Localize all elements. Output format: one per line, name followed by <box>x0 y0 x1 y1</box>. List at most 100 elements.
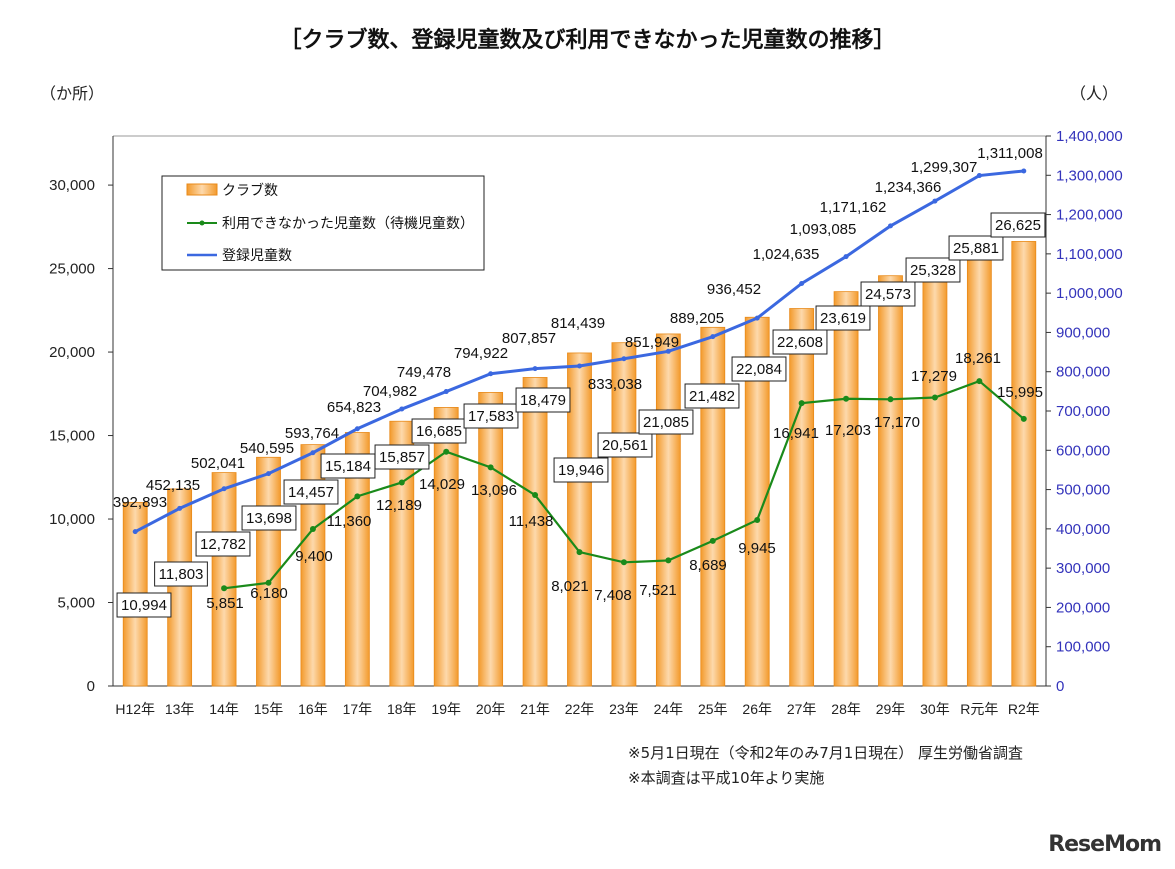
point-waiting-children <box>398 479 405 486</box>
bar-data-label: 12,782 <box>200 536 246 553</box>
registered-data-label: 1,311,008 <box>977 145 1043 162</box>
waiting-data-label: 15,995 <box>997 384 1043 401</box>
bar-label-box <box>116 592 172 618</box>
left-tick-label: 5,000 <box>57 595 95 612</box>
right-tick-label: 700,000 <box>1056 403 1110 420</box>
bar-data-label: 15,857 <box>379 449 425 466</box>
right-tick-label: 100,000 <box>1056 639 1110 656</box>
footnote-2: ※本調査は平成10年より実施 <box>628 769 825 787</box>
registered-data-label: 749,478 <box>397 364 451 381</box>
right-axis-unit: （人） <box>1070 84 1119 103</box>
right-tick-label: 0 <box>1056 678 1064 695</box>
bar-label-box <box>948 235 1004 261</box>
bar-label-box <box>411 418 467 444</box>
registered-data-label: 851,949 <box>625 334 679 351</box>
waiting-data-label: 9,400 <box>295 548 333 565</box>
bar-club <box>789 308 815 687</box>
point-registered-children <box>221 486 227 492</box>
bar-club <box>655 333 681 687</box>
bar-club <box>922 262 948 687</box>
bar-label-box <box>772 329 828 355</box>
registered-data-label: 704,982 <box>363 383 417 400</box>
right-tick-label: 400,000 <box>1056 521 1110 538</box>
x-tick-label: H12年 <box>115 701 155 717</box>
bar-data-label: 19,946 <box>558 462 604 479</box>
left-tick-label: 15,000 <box>49 428 95 445</box>
point-registered-children <box>132 529 138 535</box>
bar-club <box>878 275 903 687</box>
waiting-data-label: 13,096 <box>471 482 517 499</box>
x-tick-label: 27年 <box>787 701 817 717</box>
point-registered-children <box>177 505 183 511</box>
waiting-data-label: 18,261 <box>955 350 1001 367</box>
bar-club <box>611 342 637 687</box>
registered-data-label: 502,041 <box>191 455 245 472</box>
x-tick-label: 30年 <box>920 701 950 717</box>
registered-data-label: 593,764 <box>285 425 339 442</box>
left-tick-label: 30,000 <box>49 177 95 194</box>
bar-club <box>966 253 992 687</box>
waiting-data-label: 17,279 <box>911 368 957 385</box>
right-tick-label: 500,000 <box>1056 482 1110 499</box>
registered-data-label: 452,135 <box>146 477 200 494</box>
bar-label-box <box>241 505 297 531</box>
x-tick-label: 28年 <box>831 701 861 717</box>
x-tick-label: R2年 <box>1008 701 1040 717</box>
point-registered-children <box>932 198 938 204</box>
point-registered-children <box>843 254 849 260</box>
legend-swatch-club <box>186 183 218 196</box>
x-tick-label: 15年 <box>254 701 284 717</box>
registered-data-label: 794,922 <box>454 345 508 362</box>
registered-data-label: 833,038 <box>588 376 642 393</box>
point-registered-children <box>665 348 671 354</box>
x-tick-label: 22年 <box>565 701 595 717</box>
point-waiting-children <box>665 557 672 564</box>
bar-label-box <box>553 457 609 483</box>
registered-data-label: 1,093,085 <box>790 221 857 238</box>
bar-data-label: 22,084 <box>736 361 782 378</box>
bar-club <box>833 291 859 687</box>
point-registered-children <box>310 450 316 456</box>
x-tick-label: R元年 <box>960 701 998 717</box>
point-waiting-children <box>443 448 450 455</box>
right-tick-label: 300,000 <box>1056 560 1110 577</box>
x-tick-label: 20年 <box>476 701 506 717</box>
bar-label-box <box>638 409 694 435</box>
registered-data-label: 889,205 <box>670 310 724 327</box>
point-waiting-children <box>976 378 983 385</box>
bar-club <box>211 472 237 687</box>
point-registered-children <box>399 406 405 412</box>
bar-data-label: 21,085 <box>643 414 689 431</box>
point-waiting-children <box>265 579 272 586</box>
bar-data-label: 17,583 <box>468 408 514 425</box>
point-registered-children <box>532 366 538 372</box>
registered-data-label: 1,299,307 <box>911 159 978 176</box>
point-registered-children <box>266 471 271 477</box>
bar-label-box <box>731 356 787 382</box>
point-registered-children <box>710 334 716 340</box>
left-tick-label: 20,000 <box>49 344 95 361</box>
point-registered-children <box>1021 168 1027 174</box>
x-tick-label: 26年 <box>742 701 772 717</box>
point-waiting-children <box>754 516 761 523</box>
bar-data-label: 15,184 <box>325 458 371 475</box>
bar-label-box <box>515 387 571 413</box>
bar-data-label: 14,457 <box>288 484 334 501</box>
point-waiting-children <box>487 464 494 471</box>
registered-data-label: 392,893 <box>113 494 167 511</box>
point-waiting-children <box>843 395 850 402</box>
bar-data-label: 18,479 <box>520 392 566 409</box>
waiting-data-label: 11,438 <box>509 513 554 530</box>
registered-data-label: 807,857 <box>502 330 556 347</box>
bar-label-box <box>195 531 251 557</box>
bar-data-label: 26,625 <box>995 217 1041 234</box>
left-tick-label: 0 <box>87 678 95 695</box>
registered-data-label: 814,439 <box>551 315 605 332</box>
point-waiting-children <box>709 537 716 544</box>
bar-data-label: 25,881 <box>953 240 999 257</box>
bar-label-box <box>990 212 1046 238</box>
right-tick-label: 900,000 <box>1056 324 1110 341</box>
right-tick-label: 1,200,000 <box>1056 207 1123 224</box>
waiting-data-label: 5,851 <box>206 595 244 612</box>
